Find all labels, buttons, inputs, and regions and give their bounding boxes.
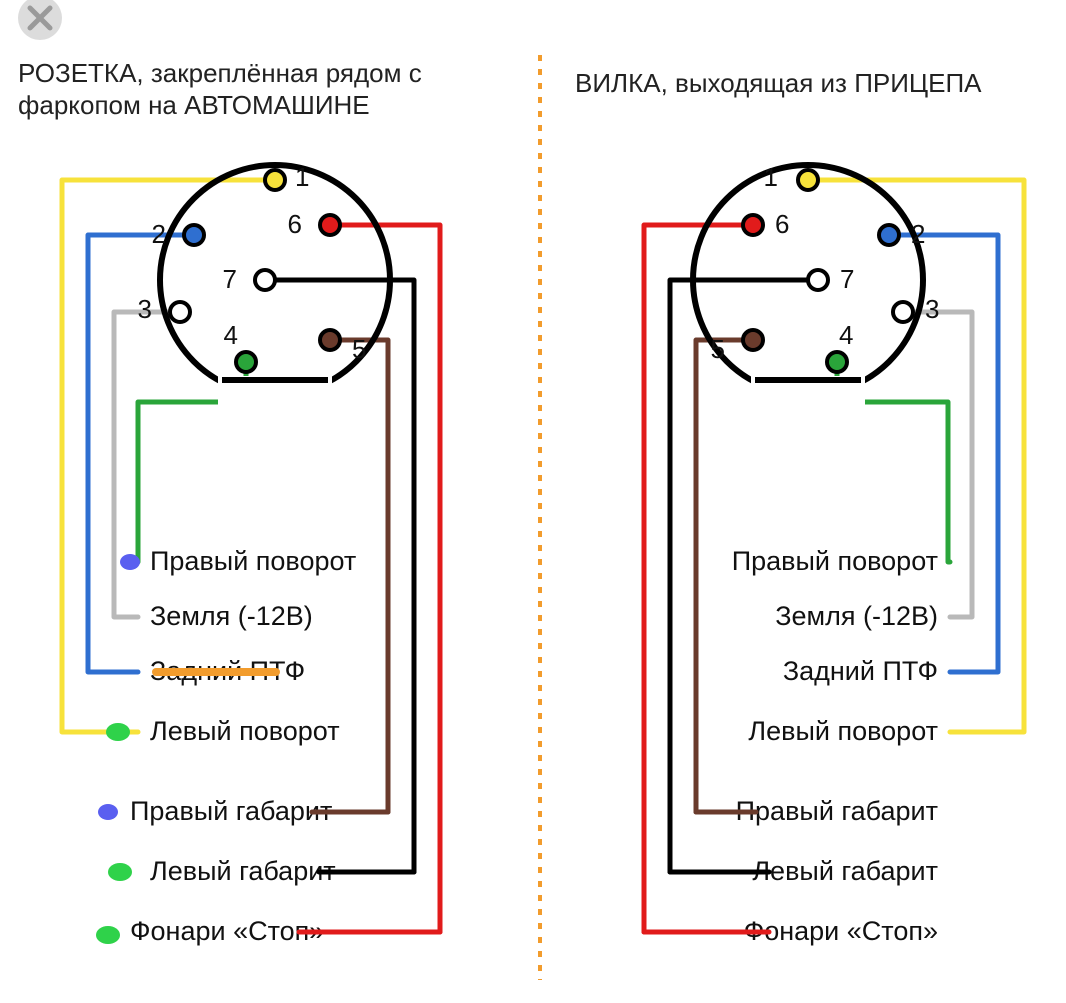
left-pin-1 — [265, 170, 285, 190]
left-pin-4 — [236, 352, 256, 372]
right-pin-7 — [808, 270, 828, 290]
left-label-red: Фонари «Стоп» — [130, 916, 324, 946]
left-title-line2: фаркопом на АВТОМАШИНЕ — [18, 90, 370, 120]
left-label-yellow: Левый поворот — [150, 716, 340, 746]
svg-text:3: 3 — [925, 294, 939, 324]
annotation-blue-dot — [98, 804, 118, 820]
svg-text:5: 5 — [711, 334, 725, 364]
left-label-black: Левый габарит — [150, 856, 336, 886]
svg-text:2: 2 — [152, 219, 166, 249]
svg-text:6: 6 — [288, 209, 302, 239]
svg-text:5: 5 — [352, 334, 366, 364]
right-label-brown: Правый габарит — [736, 796, 938, 826]
left-label-gray: Земля (-12В) — [150, 601, 313, 631]
right-pin-2 — [879, 225, 899, 245]
annotation-green-dot — [96, 926, 120, 944]
right-pin-1 — [798, 170, 818, 190]
annotation-green-dot — [108, 863, 132, 881]
right-title: ВИЛКА, выходящая из ПРИЦЕПА — [575, 68, 982, 98]
svg-text:7: 7 — [223, 264, 237, 294]
wiring-diagram: РОЗЕТКА, закреплённая рядом сфаркопом на… — [0, 0, 1066, 1003]
left-pin-3 — [170, 302, 190, 322]
left-pin-2 — [184, 225, 204, 245]
left-pin-6 — [320, 215, 340, 235]
svg-text:7: 7 — [840, 264, 854, 294]
svg-text:3: 3 — [138, 294, 152, 324]
svg-text:4: 4 — [839, 320, 853, 350]
right-label-yellow: Левый поворот — [748, 716, 938, 746]
annotation-green-dot — [106, 723, 130, 741]
left-label-brown: Правый габарит — [130, 796, 332, 826]
left-pin-5 — [320, 330, 340, 350]
right-pin-4 — [827, 352, 847, 372]
svg-text:1: 1 — [295, 162, 309, 192]
svg-text:1: 1 — [764, 162, 778, 192]
right-label-black: Левый габарит — [752, 856, 938, 886]
right-label-gray: Земля (-12В) — [775, 601, 938, 631]
annotation-blue-dot — [120, 554, 140, 570]
right-label-blue: Задний ПТФ — [783, 656, 938, 686]
left-title-line1: РОЗЕТКА, закреплённая рядом с — [18, 58, 422, 88]
svg-text:6: 6 — [775, 209, 789, 239]
right-label-red: Фонари «Стоп» — [744, 916, 938, 946]
right-pin-6 — [743, 215, 763, 235]
right-pin-5 — [743, 330, 763, 350]
left-pin-7 — [255, 270, 275, 290]
svg-text:4: 4 — [224, 320, 238, 350]
left-label-green: Правый поворот — [150, 546, 356, 576]
right-pin-3 — [893, 302, 913, 322]
svg-text:2: 2 — [911, 219, 925, 249]
right-label-green: Правый поворот — [732, 546, 938, 576]
